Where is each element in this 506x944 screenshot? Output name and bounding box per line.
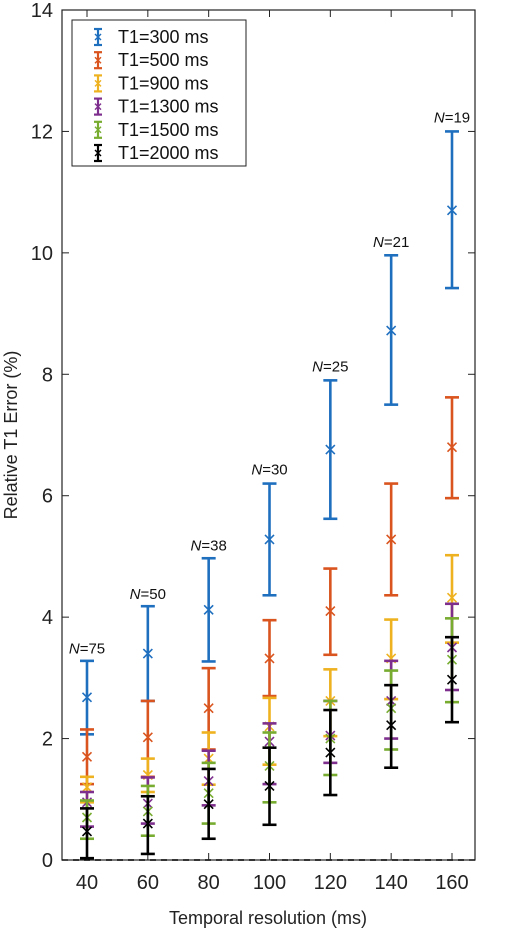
data-point [142, 732, 153, 743]
data-point-stroke [446, 442, 458, 453]
legend-marker [94, 103, 102, 111]
data-point-stroke [142, 818, 153, 829]
data-point-stroke [325, 606, 336, 617]
sample-size-label: N=75 [69, 641, 105, 658]
y-tick-label: 8 [42, 364, 53, 386]
legend-label: T1=300 ms [118, 27, 209, 47]
data-point-stroke [446, 205, 458, 216]
legend-label: T1=1300 ms [118, 97, 219, 117]
data-point-stroke [325, 747, 336, 758]
data-point-stroke [81, 751, 93, 762]
data-point [203, 604, 214, 615]
data-point [386, 720, 397, 731]
data-point [446, 592, 458, 603]
data-point [142, 648, 153, 659]
series-t1-300-ms [80, 130, 459, 736]
data-point [386, 325, 397, 336]
series-t1-2000-ms [80, 635, 459, 860]
data-point-stroke [325, 444, 336, 455]
y-tick-label: 10 [31, 243, 53, 265]
legend: T1=300 ms T1=500 ms T1=900 ms T1=1300 ms T1=… [71, 19, 247, 167]
sample-size-label: N=50 [130, 586, 166, 603]
data-point [203, 799, 214, 810]
data-point-stroke [203, 799, 214, 810]
sample-size-label: N=21 [373, 234, 409, 251]
x-tick-label: 40 [76, 872, 98, 894]
data-point [446, 674, 458, 685]
data-point-stroke [446, 674, 458, 685]
legend-marker [94, 79, 102, 87]
data-point-stroke [203, 703, 214, 714]
data-point [81, 751, 93, 762]
data-point [386, 534, 397, 545]
series-layer [80, 130, 459, 860]
data-point-stroke [142, 648, 153, 659]
x-tick-label: 80 [198, 872, 220, 894]
x-tick-label: 160 [435, 872, 468, 894]
y-tick-label: 0 [42, 850, 53, 872]
sample-size-label: N=30 [251, 461, 287, 478]
data-point-stroke [264, 653, 275, 664]
data-point [446, 205, 458, 216]
data-point-stroke [81, 692, 93, 703]
series-t1-500-ms [80, 396, 459, 786]
data-point [203, 703, 214, 714]
sample-size-label: N=25 [312, 358, 348, 375]
data-point [264, 653, 275, 664]
data-point [81, 692, 93, 703]
data-point [81, 782, 93, 793]
legend-label: T1=1500 ms [118, 120, 219, 140]
x-tick-label: 140 [374, 872, 407, 894]
legend-label: T1=2000 ms [118, 143, 219, 163]
data-point-stroke [386, 325, 397, 336]
data-point [446, 442, 458, 453]
data-point-stroke [386, 720, 397, 731]
data-point-stroke [386, 534, 397, 545]
data-point-stroke [264, 534, 275, 545]
data-point [325, 606, 336, 617]
data-point [264, 534, 275, 545]
legend-label: T1=900 ms [118, 73, 209, 93]
data-point [142, 818, 153, 829]
data-point-stroke [264, 780, 275, 791]
x-axis-label: Temporal resolution (ms) [169, 908, 367, 928]
sample-size-label: N=19 [434, 109, 470, 126]
data-point [325, 444, 336, 455]
data-point-stroke [81, 826, 93, 837]
legend-marker [94, 56, 102, 64]
data-point-stroke [446, 592, 458, 603]
legend-marker [94, 33, 102, 41]
y-tick-label: 2 [42, 729, 53, 751]
y-axis-label: Relative T1 Error (%) [1, 351, 21, 520]
y-tick-label: 4 [42, 607, 53, 629]
data-point [325, 747, 336, 758]
sample-size-annotations: N=75 N=50 N=38 N=30 N=25 N=21 N=19 [69, 109, 470, 657]
data-point-stroke [142, 732, 153, 743]
data-point-stroke [203, 604, 214, 615]
y-tick-label: 6 [42, 486, 53, 508]
x-tick-label: 100 [253, 872, 286, 894]
x-tick-label: 60 [137, 872, 159, 894]
y-tick-label: 14 [31, 0, 53, 22]
data-point [81, 826, 93, 837]
sample-size-label: N=38 [191, 537, 227, 554]
x-tick-label: 120 [314, 872, 347, 894]
legend-marker [94, 149, 102, 157]
data-point-stroke [81, 782, 93, 793]
data-point [264, 780, 275, 791]
y-tick-label: 12 [31, 121, 53, 143]
legend-label: T1=500 ms [118, 50, 209, 70]
axis-ticks: 0 2 4 6 8 10 12 14 40 60 80 100 120 140 160 [31, 0, 475, 894]
legend-marker [94, 126, 102, 134]
